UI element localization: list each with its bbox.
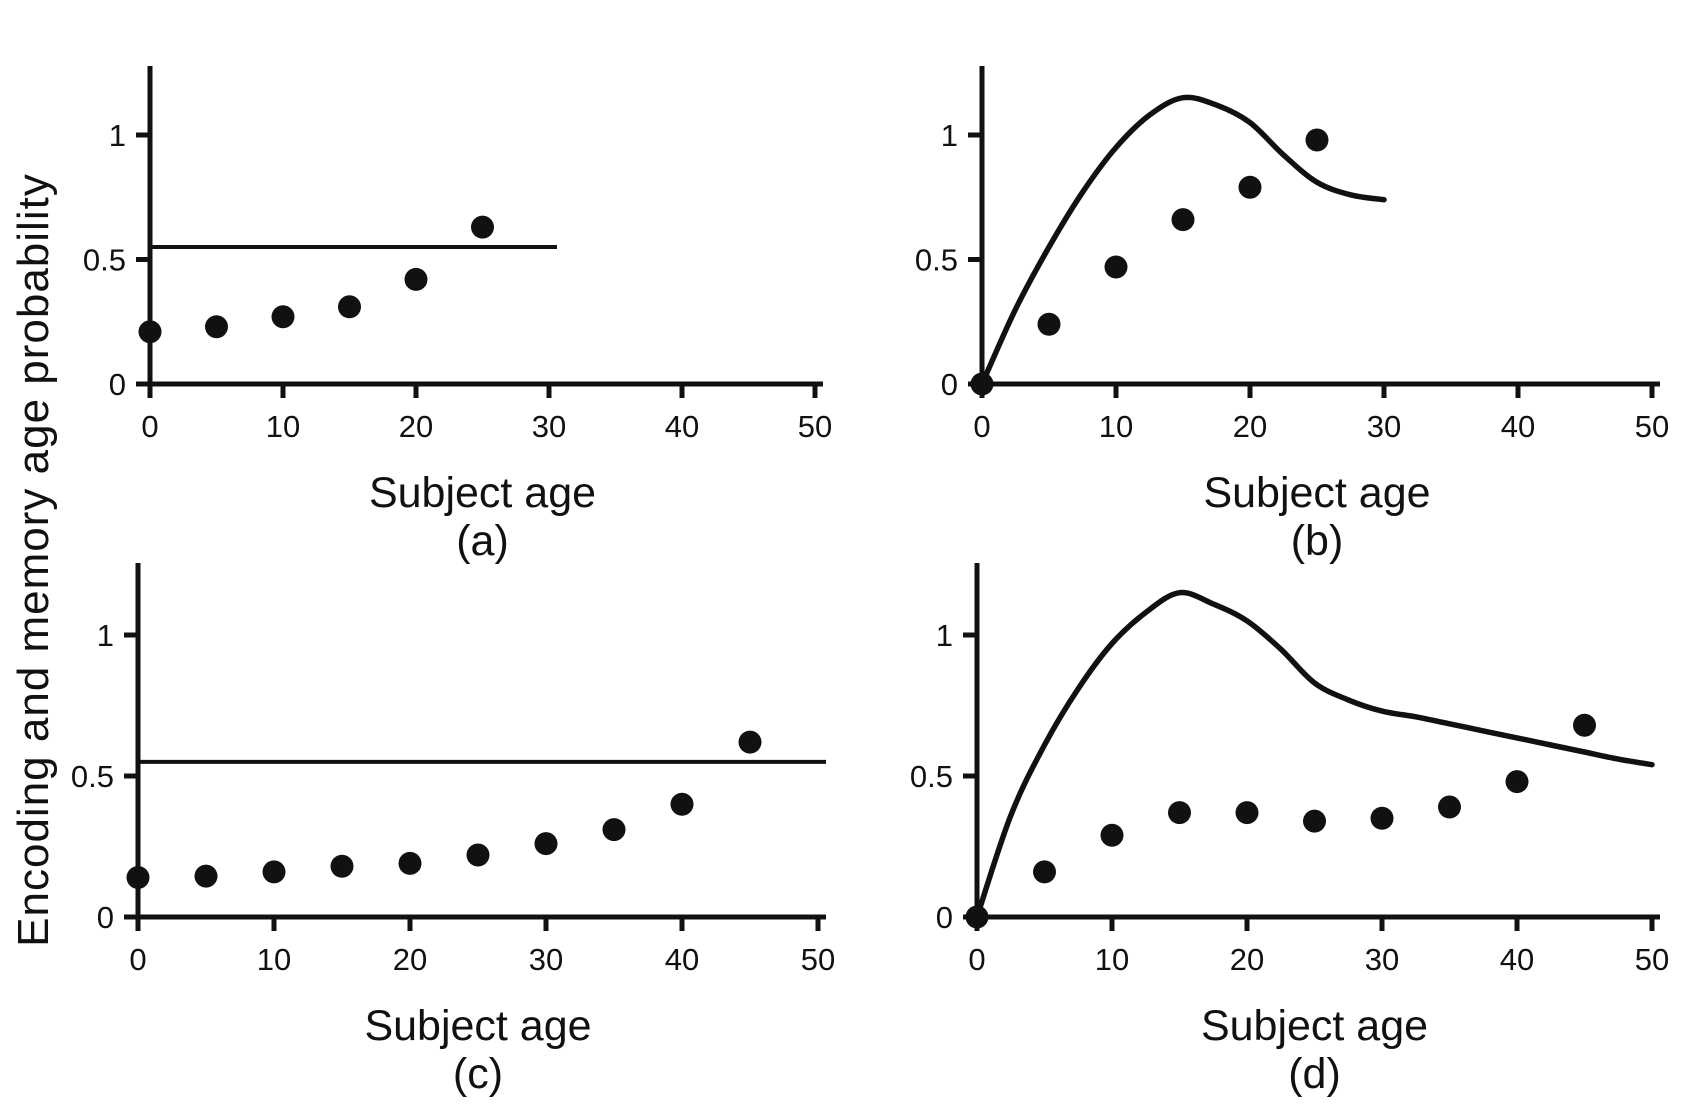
data-point: [1438, 795, 1461, 819]
x-tick-label: 50: [798, 409, 832, 444]
x-tick-label: 50: [1635, 409, 1669, 444]
data-point: [1171, 208, 1195, 232]
model-curve: [979, 94, 1387, 387]
panel-letter: (b): [1291, 517, 1344, 565]
x-tick-label: 10: [266, 409, 300, 444]
y-tick-label: 0.5: [71, 759, 114, 794]
panel-b: 0 10 20 30 40 50 0 0.5 1 Subject age(b): [915, 66, 1669, 565]
y-tick-label: 0.5: [83, 242, 126, 277]
x-tick-label: 40: [665, 409, 699, 444]
data-point: [970, 372, 994, 396]
x-tick-label: 20: [1233, 409, 1267, 444]
x-tick-label: 50: [801, 942, 835, 977]
panel-d: 0 10 20 30 40 50 0 0.5 1 Subject age(d): [910, 563, 1669, 1098]
x-tick-label: 10: [257, 942, 291, 977]
x-axis-title: Subject age: [1201, 1002, 1428, 1050]
panel-letter: (d): [1288, 1050, 1341, 1098]
data-point: [138, 320, 162, 344]
y-tick-label: 1: [97, 618, 114, 653]
x-tick-label: 10: [1095, 942, 1129, 977]
x-tick-label: 0: [141, 409, 158, 444]
y-tick-label: 0: [941, 367, 958, 402]
data-point: [534, 832, 558, 856]
data-point: [262, 860, 286, 884]
x-tick-label: 0: [973, 409, 990, 444]
y-tick-label: 1: [941, 118, 958, 153]
data-point: [738, 730, 762, 754]
data-point: [1238, 175, 1262, 199]
data-point: [330, 854, 354, 878]
data-point: [1104, 255, 1128, 279]
x-axis-title: Subject age: [369, 469, 596, 517]
y-tick-label: 1: [936, 618, 953, 653]
y-tick-label: 0: [109, 367, 126, 402]
data-point: [471, 215, 494, 239]
y-tick-label: 1: [109, 118, 126, 153]
x-axis-title: Subject age: [364, 1002, 591, 1050]
data-point: [126, 866, 150, 890]
x-tick-label: 20: [393, 942, 427, 977]
x-tick-label: 30: [532, 409, 566, 444]
data-point: [1305, 128, 1329, 152]
panel-letter: (a): [456, 517, 509, 565]
data-point: [1100, 823, 1124, 847]
panel-c: 0 10 20 30 40 50 0 0.5 1 Subject age(c): [71, 563, 835, 1098]
x-tick-label: 50: [1635, 942, 1669, 977]
x-tick-label: 40: [1501, 409, 1535, 444]
panel-letter: (c): [453, 1050, 503, 1098]
x-tick-label: 10: [1099, 409, 1133, 444]
data-point: [205, 315, 228, 339]
data-point: [271, 305, 295, 329]
shared-y-axis-title: Encoding and memory age probability: [9, 173, 58, 947]
x-tick-label: 30: [1365, 942, 1399, 977]
data-point: [1303, 809, 1326, 833]
data-point: [194, 864, 218, 888]
data-point: [466, 843, 490, 867]
data-point: [965, 905, 989, 929]
data-point: [670, 792, 694, 816]
x-tick-label: 30: [1367, 409, 1401, 444]
data-point: [1370, 806, 1394, 830]
y-tick-label: 0.5: [910, 759, 953, 794]
panel-a: 0 10 20 30 40 50 0 0.5 1 Subject age(a): [83, 66, 832, 565]
y-tick-label: 0: [97, 900, 114, 935]
x-axis-title: Subject age: [1203, 469, 1430, 517]
data-point: [1505, 770, 1529, 794]
y-tick-label: 0: [936, 900, 953, 935]
model-curve: [974, 589, 1655, 920]
data-point: [404, 267, 428, 291]
x-tick-label: 30: [529, 942, 563, 977]
y-tick-label: 0.5: [915, 242, 958, 277]
data-point: [1235, 801, 1259, 825]
data-point: [602, 818, 626, 842]
x-tick-label: 40: [1500, 942, 1534, 977]
x-tick-label: 20: [399, 409, 433, 444]
x-tick-label: 0: [968, 942, 985, 977]
x-tick-label: 0: [129, 942, 146, 977]
data-point: [338, 295, 361, 319]
data-point: [1573, 713, 1596, 737]
data-point: [1033, 860, 1056, 884]
data-point: [1168, 801, 1191, 825]
data-point: [1037, 312, 1061, 336]
data-point: [398, 851, 422, 875]
x-tick-label: 40: [665, 942, 699, 977]
x-tick-label: 20: [1230, 942, 1264, 977]
